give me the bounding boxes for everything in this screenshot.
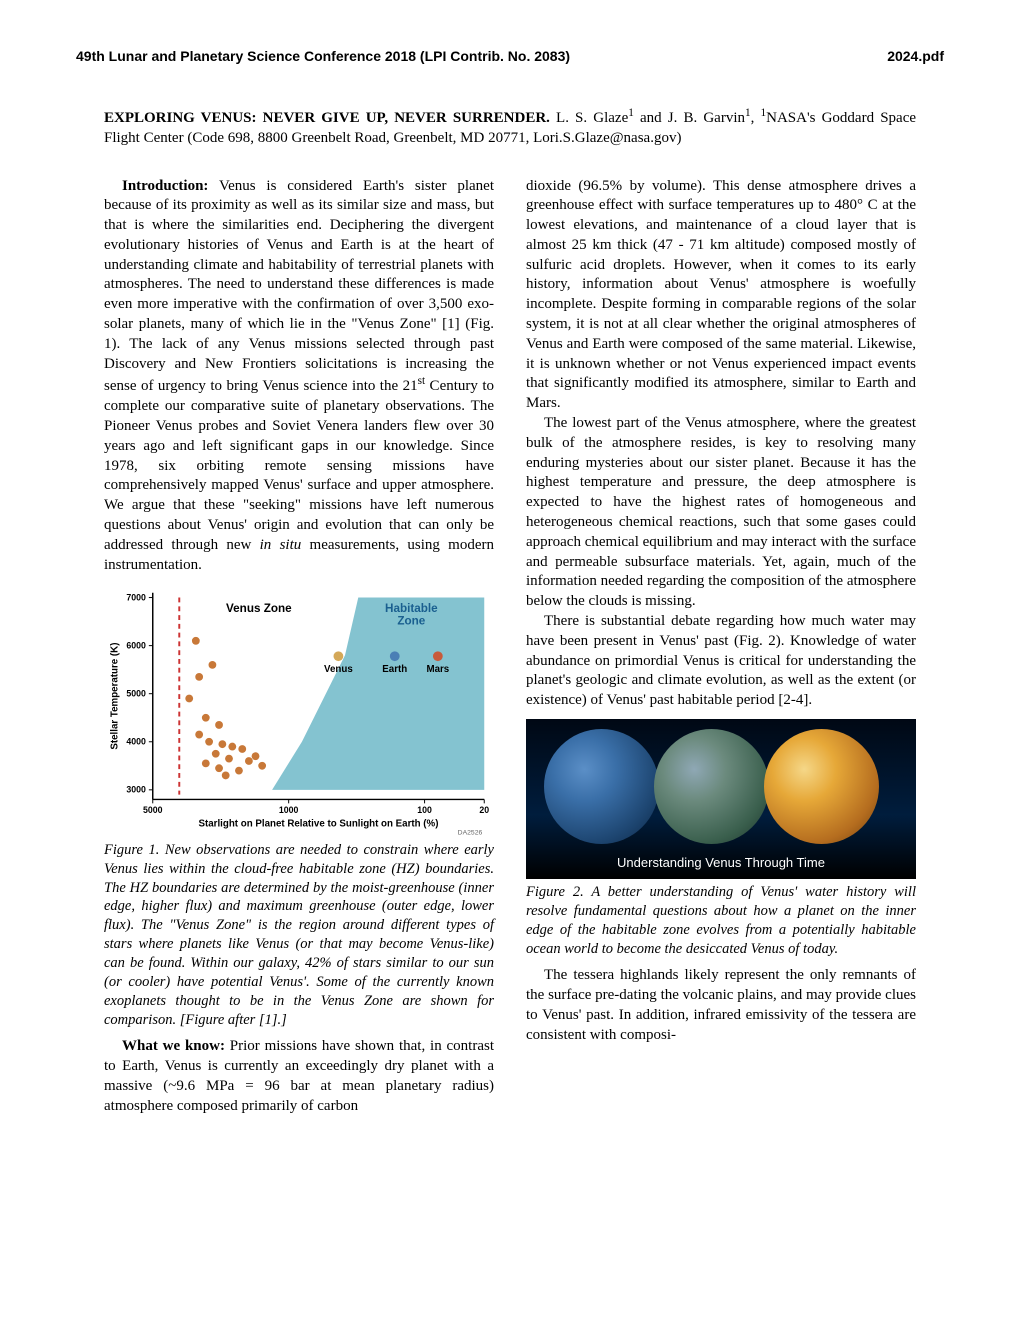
- figure-2-overlay-text: Understanding Venus Through Time: [526, 854, 916, 871]
- col2-p4: The tessera highlands likely represent t…: [526, 966, 916, 1045]
- intro-heading: Introduction:: [122, 178, 208, 194]
- planet-earth-ocean: [544, 729, 659, 844]
- figure-2: Understanding Venus Through Time: [526, 719, 916, 879]
- planet-venus-dry: [764, 729, 879, 844]
- svg-text:Mars: Mars: [426, 664, 449, 675]
- svg-text:3000: 3000: [126, 785, 146, 795]
- svg-text:Earth: Earth: [382, 664, 407, 675]
- col2-p3: There is substantial debate regarding ho…: [526, 612, 916, 711]
- paper-title: EXPLORING VENUS: NEVER GIVE UP, NEVER SU…: [104, 110, 550, 126]
- svg-text:5000: 5000: [126, 689, 146, 699]
- svg-text:DA2526: DA2526: [458, 830, 483, 837]
- authors-part2: and J. B. Garvin: [634, 110, 745, 126]
- svg-text:Venus Zone: Venus Zone: [226, 602, 292, 615]
- svg-text:5000: 5000: [143, 806, 163, 816]
- intro-paragraph: Introduction: Venus is considered Earth'…: [104, 177, 494, 576]
- figure-1-caption: Figure 1. New observations are needed to…: [104, 841, 494, 1029]
- figure-1: 3000 4000 5000 6000 7000 5000 1000 100 20 Starlig…: [104, 583, 494, 837]
- planet-transitional: [654, 729, 769, 844]
- conference-header: 49th Lunar and Planetary Science Confere…: [76, 48, 570, 64]
- in-situ-italic: in situ: [260, 537, 302, 553]
- venus-zone-chart: 3000 4000 5000 6000 7000 5000 1000 100 20 Starlig…: [104, 583, 494, 837]
- svg-text:Habitable: Habitable: [385, 602, 438, 615]
- svg-text:1000: 1000: [279, 806, 299, 816]
- col2-p1: dioxide (96.5% by volume). This dense at…: [526, 177, 916, 415]
- intro-text-1: Venus is considered Earth's sister plane…: [104, 178, 494, 395]
- svg-text:Zone: Zone: [397, 615, 425, 628]
- svg-text:Venus: Venus: [324, 664, 353, 675]
- svg-text:4000: 4000: [126, 737, 146, 747]
- what-we-know-heading: What we know:: [122, 1038, 225, 1054]
- svg-text:100: 100: [417, 806, 432, 816]
- affil-sep: ,: [751, 110, 761, 126]
- authors-part1: L. S. Glaze: [550, 110, 628, 126]
- figure-2-render: Understanding Venus Through Time: [526, 719, 916, 879]
- pdf-name: 2024.pdf: [887, 48, 944, 64]
- col2-p2: The lowest part of the Venus atmosphere,…: [526, 414, 916, 612]
- what-we-know-paragraph: What we know: Prior missions have shown …: [104, 1037, 494, 1116]
- svg-text:Starlight on Planet Relative t: Starlight on Planet Relative to Sunlight…: [199, 819, 439, 830]
- intro-text-2: Century to complete our comparative suit…: [104, 378, 494, 552]
- svg-text:20: 20: [479, 806, 489, 816]
- left-column: Introduction: Venus is considered Earth'…: [104, 177, 494, 1117]
- svg-text:Stellar Temperature (K): Stellar Temperature (K): [110, 643, 121, 750]
- right-column: dioxide (96.5% by volume). This dense at…: [526, 177, 916, 1117]
- title-block: EXPLORING VENUS: NEVER GIVE UP, NEVER SU…: [76, 106, 944, 149]
- century-sup: st: [418, 375, 426, 387]
- svg-text:6000: 6000: [126, 641, 146, 651]
- figure-2-caption: Figure 2. A better understanding of Venu…: [526, 883, 916, 958]
- svg-text:7000: 7000: [126, 593, 146, 603]
